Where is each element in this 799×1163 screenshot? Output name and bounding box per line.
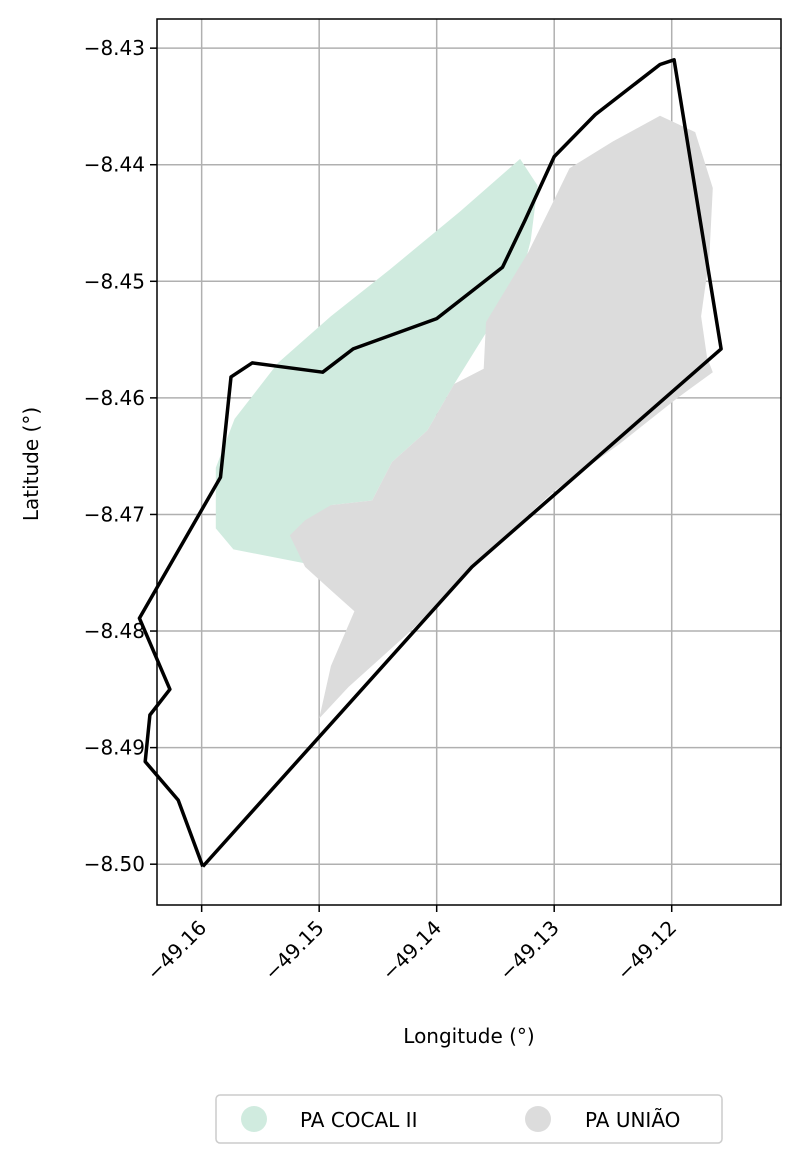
x-tick-label: −49.13 <box>494 916 563 985</box>
x-tick-label: −49.14 <box>377 916 446 985</box>
map-polygons <box>137 58 723 868</box>
legend: PA COCAL II PA UNIÃO <box>215 1094 723 1144</box>
x-tick-label: −49.12 <box>612 916 681 985</box>
grid-lines <box>157 19 781 905</box>
y-tick-label: −8.48 <box>84 619 145 643</box>
legend-marker-cocal <box>241 1106 267 1132</box>
y-tick-label: −8.44 <box>84 153 145 177</box>
legend-marker-uniao <box>525 1106 551 1132</box>
y-tick-label: −8.43 <box>84 36 145 60</box>
y-axis-title: Latitude (°) <box>19 407 43 521</box>
y-tick-label: −8.49 <box>84 736 145 760</box>
y-tick-label: −8.46 <box>84 386 145 410</box>
y-tick-label: −8.45 <box>84 269 145 293</box>
y-tick-label: −8.47 <box>84 502 145 526</box>
x-tick-label: −49.16 <box>142 916 211 985</box>
legend-label-uniao: PA UNIÃO <box>585 1108 680 1132</box>
legend-label-cocal: PA COCAL II <box>300 1108 417 1132</box>
y-tick-label: −8.50 <box>84 852 145 876</box>
polygon-pa-uniao <box>289 115 713 719</box>
x-axis-title: Longitude (°) <box>403 1024 534 1048</box>
polygon-pa-cocal-ii <box>215 158 538 564</box>
x-tick-label: −49.15 <box>259 916 328 985</box>
legend-box <box>215 1094 723 1144</box>
axes-frame <box>156 18 782 906</box>
